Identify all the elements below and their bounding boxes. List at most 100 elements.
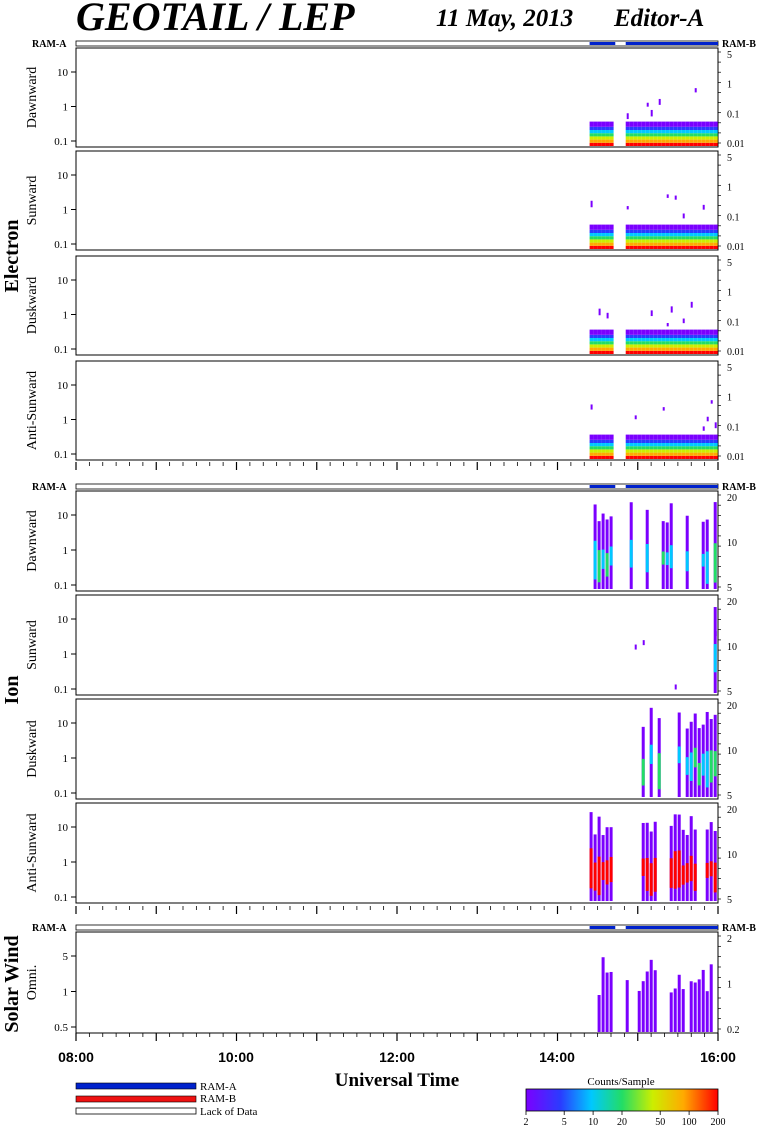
- spectro-cell: [705, 329, 710, 335]
- spectro-cell: [597, 142, 602, 146]
- spectro-cell: [693, 233, 698, 237]
- spectro-cell: [673, 236, 678, 240]
- spectro-cell: [657, 242, 662, 246]
- spectro-cell: [681, 434, 686, 440]
- spectro-cell: [689, 347, 694, 351]
- spectro-cell: [629, 449, 634, 453]
- spectro-cell: [605, 329, 610, 335]
- spectro-cell: [589, 130, 594, 134]
- spectro-cell: [657, 350, 662, 354]
- spectro-cell: [685, 126, 690, 130]
- spectro-cell: [697, 224, 702, 230]
- spectro-cell: [633, 142, 638, 146]
- spectro-cell: [629, 239, 634, 243]
- spectro-cell: [677, 974, 681, 1032]
- spectro-cell: [601, 142, 606, 146]
- spectro-cell: [597, 452, 602, 456]
- spectro-cell: [689, 121, 694, 127]
- spectro-cell: [633, 443, 638, 447]
- spectro-cell: [589, 446, 594, 450]
- spectro-cell: [633, 449, 638, 453]
- spectro-cell: [701, 452, 706, 456]
- spectro-cell: [649, 347, 654, 351]
- y-tick-label-right: 1: [727, 80, 732, 91]
- spectro-cell: [645, 239, 650, 243]
- spectro-cell: [641, 233, 646, 237]
- spectro-cell: [713, 142, 718, 146]
- spectro-speck: [634, 415, 637, 420]
- spectro-cell: [593, 434, 598, 440]
- spectro-cell: [709, 750, 713, 783]
- spectro-cell: [641, 338, 646, 342]
- spectro-cell: [593, 242, 598, 246]
- spectro-cell: [701, 236, 706, 240]
- spectro-cell: [629, 338, 634, 342]
- spectro-cell: [589, 334, 594, 338]
- spectro-cell: [709, 439, 714, 443]
- spectro-cell: [713, 233, 718, 237]
- spectro-cell: [653, 344, 658, 348]
- spectro-cell: [649, 121, 654, 127]
- spectro-cell: [705, 455, 710, 459]
- spectro-cell: [661, 139, 666, 143]
- spectro-cell: [601, 341, 606, 345]
- spectro-cell: [657, 133, 662, 137]
- spectro-cell: [625, 452, 630, 456]
- spectro-cell: [657, 347, 662, 351]
- spectro-cell: [637, 334, 642, 338]
- spectro-cell: [713, 338, 718, 342]
- spectro-cell: [637, 338, 642, 342]
- spectro-cell: [645, 136, 650, 140]
- spectro-cell: [677, 338, 682, 342]
- y-tick-label-right: 10: [727, 642, 737, 653]
- spectro-cell: [589, 347, 594, 351]
- spectro-cell: [673, 455, 678, 459]
- y-tick-label-right: 20: [727, 701, 737, 712]
- spectro-cell: [697, 121, 702, 127]
- spectro-cell: [693, 344, 698, 348]
- spectro-cell: [605, 139, 610, 143]
- spectro-cell: [713, 446, 718, 450]
- spectro-cell: [653, 236, 658, 240]
- spectro-speck: [646, 102, 649, 107]
- spectro-cell: [629, 334, 634, 338]
- spectro-speck: [682, 318, 685, 324]
- spectro-cell: [601, 136, 606, 140]
- spectro-cell: [609, 341, 614, 345]
- spectro-cell: [641, 126, 646, 130]
- spectro-cell: [673, 136, 678, 140]
- y-tick-label-left: 10: [57, 380, 69, 392]
- spectro-cell: [609, 130, 614, 134]
- spectro-cell: [593, 344, 598, 348]
- spectro-cell: [677, 224, 682, 230]
- spectro-cell: [633, 439, 638, 443]
- spectro-cell: [681, 446, 686, 450]
- spectro-cell: [653, 242, 658, 246]
- spectro-cell: [705, 452, 710, 456]
- spectro-cell: [677, 344, 682, 348]
- spectro-cell: [677, 446, 682, 450]
- spectro-cell: [713, 130, 718, 134]
- spectro-cell: [661, 350, 666, 354]
- spectro-cell: [641, 350, 646, 354]
- spectro-cell: [605, 443, 610, 447]
- spectro-cell: [609, 229, 614, 233]
- spectro-cell: [689, 245, 694, 249]
- spectro-cell: [709, 121, 714, 127]
- spectro-cell: [633, 130, 638, 134]
- spectro-cell: [673, 344, 678, 348]
- spectro-cell: [689, 229, 694, 233]
- spectro-speck: [670, 306, 673, 313]
- spectro-cell: [693, 334, 698, 338]
- spectro-cell: [625, 121, 630, 127]
- spectro-cell: [689, 344, 694, 348]
- spectro-cell: [677, 245, 682, 249]
- spectro-cell: [673, 130, 678, 134]
- spectro-cell: [609, 126, 614, 130]
- spectro-cell: [637, 452, 642, 456]
- spectro-cell: [713, 347, 718, 351]
- spectro-cell: [657, 344, 662, 348]
- spectro-cell: [709, 139, 714, 143]
- spectro-cell: [629, 121, 634, 127]
- spectro-cell: [685, 245, 690, 249]
